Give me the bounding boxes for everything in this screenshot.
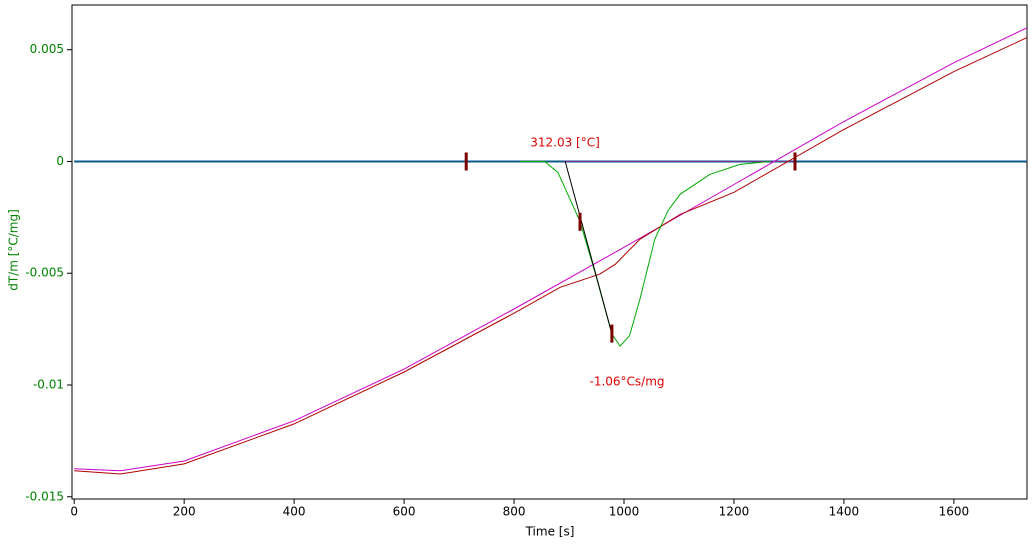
series-line: [564, 161, 613, 334]
x-tick-label: 1200: [719, 505, 750, 519]
marker: [464, 152, 468, 171]
y-tick-label: -0.005: [25, 266, 64, 280]
y-tick-label: 0: [56, 154, 64, 168]
annotation: 312.03 [°C]: [530, 136, 600, 150]
marker: [578, 212, 582, 231]
marker: [610, 324, 614, 343]
y-tick-label: -0.01: [33, 378, 64, 392]
series-line: [74, 27, 1028, 472]
marker: [793, 152, 797, 171]
x-tick-label: 200: [173, 505, 196, 519]
x-tick-label: 1000: [609, 505, 640, 519]
y-tick-label: 0.005: [30, 42, 64, 56]
x-tick-label: 800: [503, 505, 526, 519]
y-axis-label: dT/m [°C/mg]: [7, 209, 21, 291]
plot-frame: [71, 4, 1028, 500]
y-tick-label: -0.015: [25, 489, 64, 503]
x-tick-label: 0: [70, 505, 78, 519]
series-line: [74, 37, 1028, 475]
x-tick-label: 1600: [939, 505, 970, 519]
x-tick-label: 600: [393, 505, 416, 519]
series-line: [520, 161, 770, 347]
x-axis-label: Time [s]: [525, 525, 575, 539]
x-tick-label: 1400: [829, 505, 860, 519]
annotation: -1.06°Cs/mg: [589, 375, 664, 389]
x-tick-label: 400: [283, 505, 306, 519]
